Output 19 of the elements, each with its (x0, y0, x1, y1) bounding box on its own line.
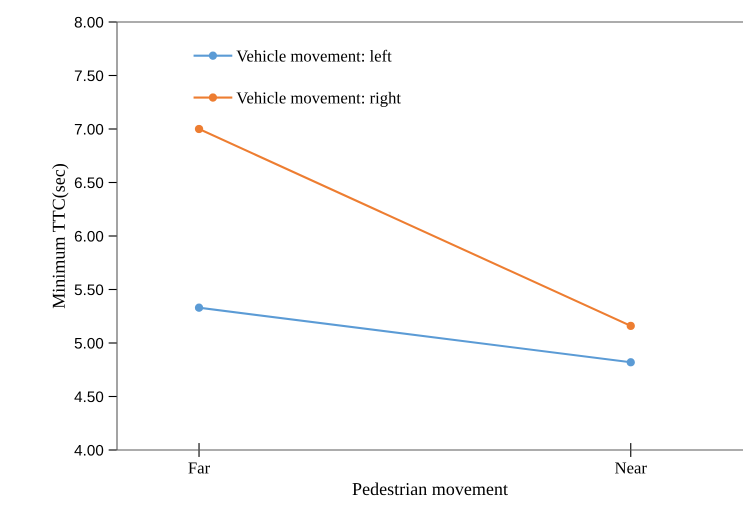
y-axis-title: Minimum TTC(sec) (52, 164, 69, 308)
y-tick-label: 5.00 (74, 338, 104, 349)
legend-label: Vehicle movement: left (236, 50, 392, 62)
point (626, 358, 635, 366)
point (626, 322, 635, 330)
y-tick-label: 6.50 (74, 177, 104, 188)
y-tick-label: 4.50 (74, 391, 104, 402)
y-tick-label: 5.50 (74, 284, 104, 296)
x-tick-label: Near (615, 462, 647, 474)
point (194, 304, 204, 312)
y-tick-label: 8.00 (74, 16, 104, 28)
y-tick-label: 6.00 (74, 230, 104, 242)
x-axis-title: Pedestrian movement (352, 482, 508, 496)
y-tick-label: 7.50 (74, 70, 104, 82)
x-tick-label: Far (188, 462, 210, 474)
legend-label: Vehicle movement: right (236, 92, 401, 107)
y-tick-label: 7.00 (74, 124, 104, 135)
point (194, 124, 204, 134)
y-tick-label: 4.00 (74, 444, 104, 456)
